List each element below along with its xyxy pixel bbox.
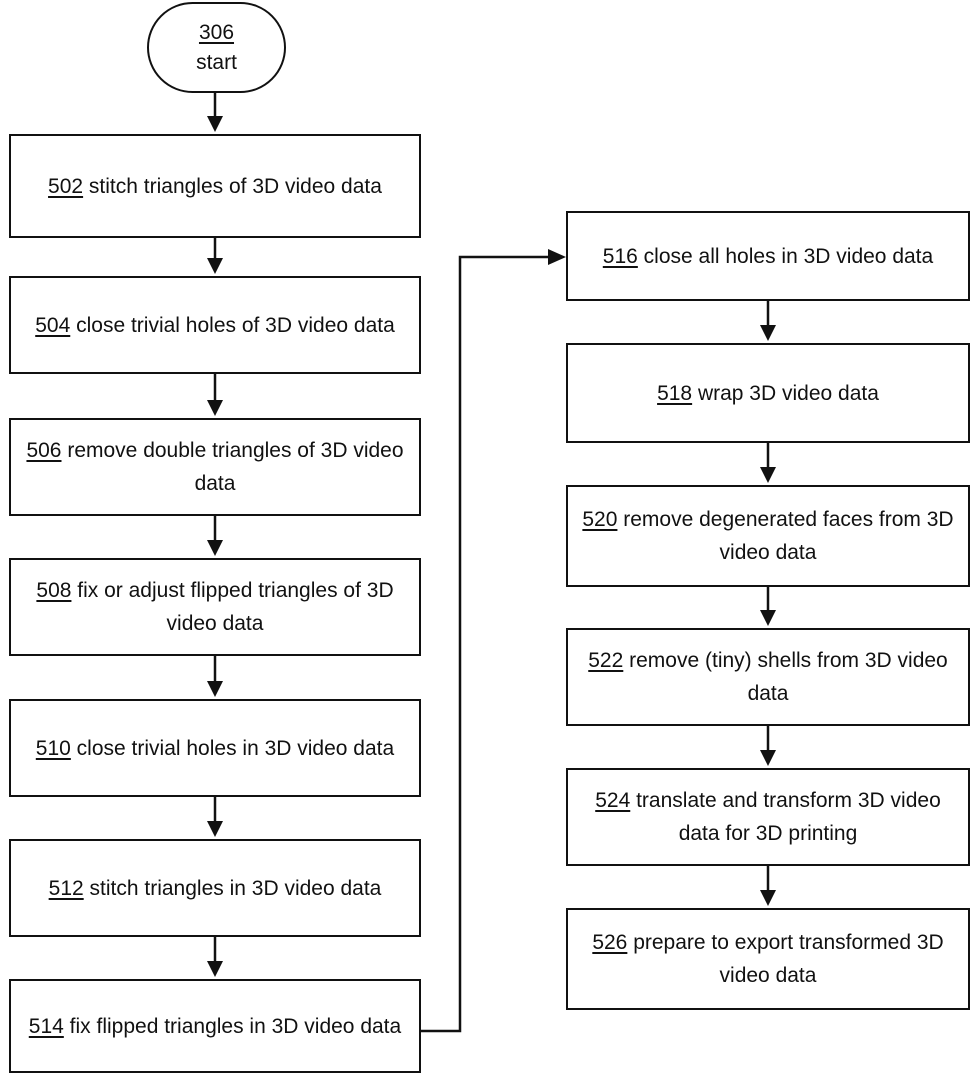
- step-522-ref: 522: [588, 649, 624, 672]
- step-520-ref: 520: [582, 508, 618, 531]
- step-508-label: fix or adjust flipped triangles of 3D vi…: [71, 579, 394, 635]
- arrow-504-to-506: [207, 372, 223, 416]
- step-506-label: remove double triangles of 3D video data: [61, 439, 404, 495]
- step-514-label: fix flipped triangles in 3D video data: [63, 1014, 402, 1038]
- step-502-label: stitch triangles of 3D video data: [83, 174, 382, 198]
- step-518-box: 518 wrap 3D video data: [566, 343, 970, 443]
- step-514-text: 514 fix flipped triangles in 3D video da…: [29, 1010, 401, 1043]
- start-label: start: [196, 50, 237, 74]
- step-506-ref: 506: [26, 439, 62, 462]
- arrow-522-to-524: [760, 724, 776, 766]
- step-504-text: 504 close trivial holes of 3D video data: [35, 309, 395, 342]
- arrow-506-to-508: [207, 514, 223, 556]
- step-524-text: 524 translate and transform 3D video dat…: [574, 784, 962, 850]
- step-526-box: 526 prepare to export transformed 3D vid…: [566, 908, 970, 1010]
- step-508-ref: 508: [36, 579, 72, 602]
- step-512-box: 512 stitch triangles in 3D video data: [9, 839, 421, 937]
- start-ref: 306: [198, 20, 235, 44]
- arrow-510-to-512: [207, 795, 223, 837]
- arrow-520-to-522: [760, 585, 776, 626]
- arrow-502-to-504: [207, 236, 223, 274]
- step-504-box: 504 close trivial holes of 3D video data: [9, 276, 421, 374]
- step-522-text: 522 remove (tiny) shells from 3D video d…: [574, 644, 962, 710]
- step-510-label: close trivial holes in 3D video data: [70, 736, 395, 760]
- arrow-512-to-514: [207, 935, 223, 977]
- step-516-label: close all holes in 3D video data: [637, 244, 934, 268]
- arrow-518-to-520: [760, 441, 776, 483]
- step-502-text: 502 stitch triangles of 3D video data: [48, 170, 382, 203]
- step-512-label: stitch triangles in 3D video data: [83, 876, 382, 900]
- step-524-label: translate and transform 3D video data fo…: [630, 789, 941, 845]
- step-516-ref: 516: [602, 244, 638, 268]
- step-510-text: 510 close trivial holes in 3D video data: [36, 732, 394, 765]
- start-terminal: 306 start: [147, 2, 286, 93]
- step-520-text: 520 remove degenerated faces from 3D vid…: [574, 503, 962, 569]
- arrow-start-to-502: [207, 91, 223, 132]
- arrow-508-to-510: [207, 654, 223, 697]
- step-522-label: remove (tiny) shells from 3D video data: [623, 649, 948, 705]
- step-520-label: remove degenerated faces from 3D video d…: [617, 508, 954, 564]
- step-510-ref: 510: [35, 736, 71, 760]
- step-522-box: 522 remove (tiny) shells from 3D video d…: [566, 628, 970, 726]
- step-508-box: 508 fix or adjust flipped triangles of 3…: [9, 558, 421, 656]
- step-526-label: prepare to export transformed 3D video d…: [627, 931, 944, 987]
- step-524-box: 524 translate and transform 3D video dat…: [566, 768, 970, 866]
- step-508-text: 508 fix or adjust flipped triangles of 3…: [17, 574, 413, 640]
- step-502-box: 502 stitch triangles of 3D video data: [9, 134, 421, 238]
- arrow-516-to-518: [760, 299, 776, 341]
- arrow-524-to-526: [760, 864, 776, 906]
- step-526-text: 526 prepare to export transformed 3D vid…: [574, 926, 962, 992]
- step-514-box: 514 fix flipped triangles in 3D video da…: [9, 979, 421, 1073]
- step-506-box: 506 remove double triangles of 3D video …: [9, 418, 421, 516]
- step-514-ref: 514: [28, 1014, 64, 1038]
- step-512-text: 512 stitch triangles in 3D video data: [49, 872, 382, 905]
- step-518-text: 518 wrap 3D video data: [657, 377, 879, 410]
- step-518-ref: 518: [657, 381, 693, 405]
- step-526-ref: 526: [592, 931, 628, 954]
- step-518-label: wrap 3D video data: [692, 381, 879, 405]
- step-516-box: 516 close all holes in 3D video data: [566, 211, 970, 301]
- step-512-ref: 512: [48, 876, 84, 900]
- arrow-514-to-516: [420, 249, 566, 1033]
- step-524-ref: 524: [595, 789, 631, 812]
- step-504-ref: 504: [35, 313, 71, 337]
- step-504-label: close trivial holes of 3D video data: [70, 313, 395, 337]
- step-516-text: 516 close all holes in 3D video data: [603, 240, 933, 273]
- step-510-box: 510 close trivial holes in 3D video data: [9, 699, 421, 797]
- step-502-ref: 502: [48, 174, 84, 198]
- step-520-box: 520 remove degenerated faces from 3D vid…: [566, 485, 970, 587]
- step-506-text: 506 remove double triangles of 3D video …: [17, 434, 413, 500]
